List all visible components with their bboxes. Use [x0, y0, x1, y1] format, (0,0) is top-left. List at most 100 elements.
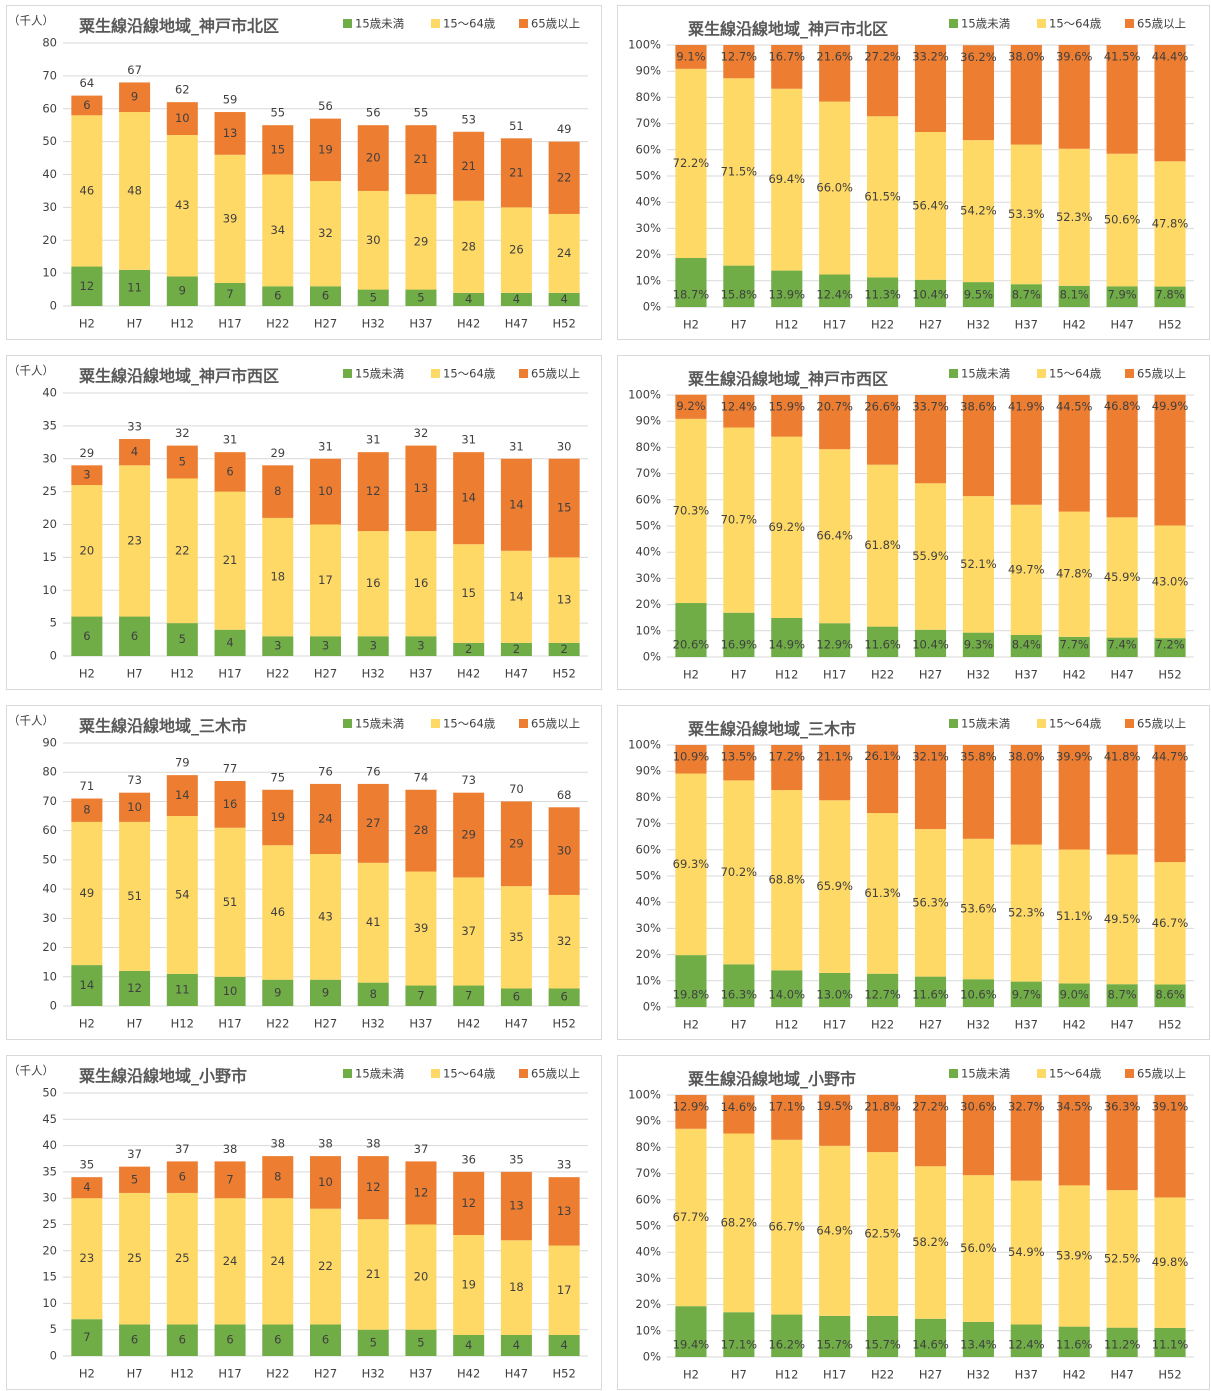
bar-segment: [914, 745, 947, 830]
total-label: 38: [223, 1142, 238, 1156]
bar-segment: [71, 266, 103, 306]
data-label: 53.6%: [960, 902, 997, 916]
chart-panel: （千人） 粟生線沿線地域_小野市 15歳未満 15～64歳 65歳以上 0 5 10 15 20 2…: [6, 1055, 602, 1390]
bar-segment: [1010, 1324, 1042, 1357]
data-label: 62.5%: [864, 1226, 901, 1240]
total-label: 67: [127, 63, 142, 77]
data-label: 61.5%: [864, 189, 901, 203]
x-tick-label: H2: [79, 1017, 95, 1031]
total-label: 49: [557, 122, 572, 136]
bar-segment: [723, 427, 755, 613]
legend-label: 15歳未満: [961, 367, 1010, 381]
bar-segment: [723, 612, 755, 657]
bar-segment: [819, 395, 851, 450]
x-tick-label: H47: [505, 1367, 528, 1381]
chart-title: 粟生線沿線地域_小野市: [687, 1070, 856, 1089]
bar-segment: [214, 1198, 246, 1325]
data-label: 14.6%: [912, 1338, 949, 1352]
legend-label: 65歳以上: [531, 1067, 580, 1081]
data-label: 66.4%: [816, 529, 853, 543]
data-label: 7.7%: [1060, 638, 1089, 652]
y-tick-label: 0: [50, 1349, 57, 1363]
y-tick-label: 45: [42, 1112, 57, 1126]
data-label: 12: [80, 279, 95, 293]
bar-segment: [819, 623, 851, 657]
data-label: 21.8%: [864, 1100, 901, 1114]
chart-panel: （千人） 粟生線沿線地域_三木市 15歳未満 15～64歳 65歳以上 0 10 20 30 40…: [6, 705, 602, 1040]
bar-segment: [119, 1166, 151, 1193]
y-tick-label: 60%: [635, 142, 661, 156]
bar-segment: [262, 465, 294, 518]
y-tick-label: 20: [42, 940, 57, 954]
y-tick-label: 20%: [635, 947, 661, 961]
bar-segment: [500, 988, 532, 1006]
bar-segment: [723, 265, 755, 307]
bar-segment: [166, 135, 198, 277]
data-label: 32: [557, 934, 572, 948]
bar-segment: [867, 973, 899, 1007]
data-label: 4: [560, 1338, 567, 1352]
data-label: 20: [366, 151, 381, 165]
total-label: 38: [318, 1137, 333, 1151]
x-tick-label: H2: [683, 668, 699, 682]
bar-segment: [914, 829, 947, 977]
y-tick-label: 20%: [635, 247, 661, 261]
bar-segment: [1106, 517, 1138, 638]
bar-segment: [262, 1198, 294, 1325]
data-label: 21: [509, 165, 524, 179]
bar-segment: [771, 790, 803, 971]
data-label: 38.6%: [960, 400, 997, 414]
data-label: 53.3%: [1008, 207, 1045, 221]
data-label: 14.9%: [768, 638, 805, 652]
x-tick-label: H17: [218, 1017, 241, 1031]
x-tick-label: H52: [1158, 1018, 1181, 1032]
y-axis-label: （千人）: [8, 14, 54, 28]
data-label: 28: [461, 239, 476, 253]
bar-segment: [1010, 981, 1042, 1007]
bar-segment: [867, 395, 899, 465]
bar-segment: [1058, 983, 1090, 1007]
total-label: 32: [414, 426, 429, 440]
bar-segment: [166, 445, 198, 479]
x-tick-label: H7: [731, 318, 747, 332]
y-tick-label: 80%: [635, 790, 661, 804]
data-label: 16: [223, 797, 238, 811]
data-label: 67.7%: [673, 1210, 710, 1224]
legend-label: 15歳未満: [961, 717, 1010, 731]
legend-label: 15～64歳: [443, 717, 496, 731]
x-tick-label: H37: [1015, 1018, 1038, 1032]
bar-segment: [675, 1128, 707, 1307]
data-label: 12.9%: [673, 1100, 710, 1114]
bar-segment: [405, 871, 437, 986]
data-label: 24: [223, 1254, 238, 1268]
data-label: 13.4%: [960, 1338, 997, 1352]
y-tick-label: 0: [50, 999, 57, 1013]
legend-swatch: [343, 369, 352, 378]
data-label: 14: [80, 978, 95, 992]
total-label: 35: [509, 1152, 524, 1166]
data-label: 9.0%: [1060, 988, 1089, 1002]
data-label: 14: [175, 788, 190, 802]
bar-segment: [214, 629, 246, 656]
x-tick-label: H37: [409, 1367, 432, 1381]
data-label: 61.8%: [864, 538, 901, 552]
data-label: 13: [223, 126, 238, 140]
data-label: 47.8%: [1056, 567, 1093, 581]
data-label: 22: [318, 1259, 333, 1273]
y-tick-label: 90%: [635, 764, 661, 778]
data-label: 44.7%: [1152, 750, 1189, 764]
data-label: 37: [461, 924, 476, 938]
legend-label: 15歳未満: [961, 1067, 1010, 1081]
data-label: 13.0%: [816, 988, 853, 1002]
bar-segment: [548, 807, 580, 895]
data-label: 10: [127, 800, 142, 814]
bar-segment: [771, 1139, 803, 1315]
data-label: 10: [175, 111, 190, 125]
x-tick-label: H47: [505, 667, 528, 681]
total-label: 31: [318, 439, 333, 453]
data-label: 32.1%: [912, 750, 949, 764]
bar-segment: [309, 286, 342, 306]
bar-segment: [405, 789, 437, 872]
x-tick-label: H42: [457, 667, 480, 681]
y-tick-label: 10: [42, 583, 57, 597]
